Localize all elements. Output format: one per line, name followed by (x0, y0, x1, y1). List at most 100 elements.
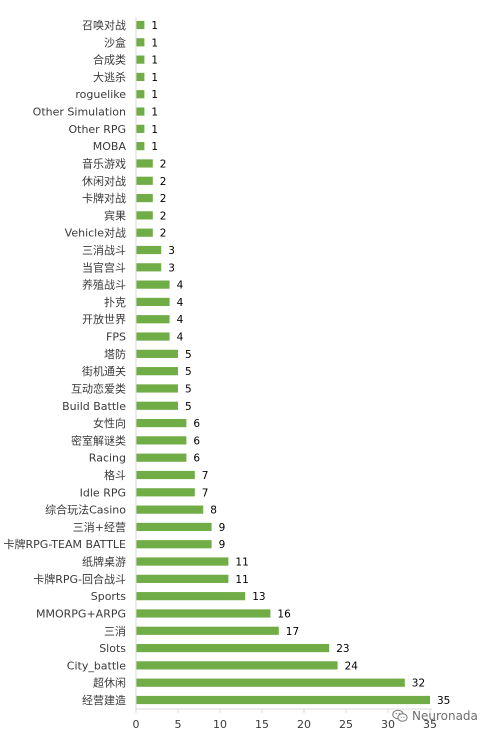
category-label: 卡牌RPG-TEAM BATTLE (4, 537, 127, 551)
category-label: 综合玩法Casino (45, 503, 126, 517)
category-label: City_battle (67, 659, 126, 672)
category-label: 互动恋爱类 (71, 381, 126, 395)
value-label: 7 (202, 470, 209, 482)
x-tick-label: 5 (175, 718, 182, 731)
category-label: 休闲对战 (82, 174, 126, 188)
bar (136, 38, 145, 47)
bar (136, 592, 246, 601)
bar (136, 263, 162, 272)
bar (136, 90, 145, 99)
bar (136, 280, 170, 289)
value-label: 1 (151, 107, 158, 119)
bar (136, 557, 229, 566)
value-label: 5 (185, 383, 192, 395)
value-label: 6 (193, 418, 200, 430)
category-label: 三消战斗 (82, 243, 126, 257)
value-label: 1 (151, 37, 158, 49)
category-label: 音乐游戏 (82, 156, 126, 170)
watermark: Neuronada (392, 709, 478, 723)
value-label: 35 (437, 695, 450, 707)
category-label: 开放世界 (82, 312, 126, 326)
category-label: Other RPG (68, 123, 126, 136)
bar (136, 55, 145, 64)
bar (136, 384, 178, 393)
category-label: Slots (99, 642, 126, 655)
category-label: 三消 (104, 624, 126, 638)
category-label: 合成类 (93, 53, 126, 67)
bar (136, 661, 338, 670)
category-label: Vehicle对战 (65, 226, 126, 240)
value-label: 8 (210, 505, 217, 517)
value-label: 1 (151, 141, 158, 153)
value-label: 7 (202, 487, 209, 499)
category-label: Other Simulation (33, 106, 126, 119)
value-label: 1 (151, 55, 158, 67)
category-label: 当官宫斗 (82, 260, 126, 274)
bar (136, 107, 145, 116)
bar (136, 418, 187, 428)
value-label: 2 (160, 210, 167, 222)
value-label: 2 (160, 176, 167, 188)
value-label: 1 (151, 124, 158, 136)
value-label: 1 (151, 89, 158, 101)
value-label: 6 (193, 453, 200, 465)
value-label: 1 (151, 20, 158, 32)
bar (136, 540, 212, 549)
category-label: 大逃杀 (93, 70, 126, 84)
category-label: MMORPG+ARPG (36, 607, 126, 620)
category-label: 沙盒 (104, 35, 126, 49)
x-axis: 0 5 10 15 20 25 30 35 (133, 17, 437, 731)
value-label: 4 (177, 332, 184, 344)
value-label: 3 (168, 262, 175, 274)
bar (136, 436, 187, 445)
bar (136, 159, 153, 168)
category-label: 街机通关 (82, 364, 126, 378)
value-label: 13 (252, 591, 265, 603)
category-label: 纸牌桌游 (82, 555, 126, 569)
bar (136, 522, 212, 532)
x-tick-label: 25 (339, 718, 353, 731)
bars (136, 20, 430, 705)
bar (136, 211, 153, 220)
bar (136, 470, 195, 480)
value-label: 9 (219, 522, 226, 534)
bar (136, 176, 153, 185)
value-label: 11 (235, 574, 248, 586)
value-label: 2 (160, 193, 167, 205)
category-label: MOBA (93, 140, 127, 153)
value-label: 1 (151, 72, 158, 84)
category-label: 卡牌RPG-回合战斗 (33, 572, 126, 586)
value-label: 32 (412, 678, 425, 690)
bar (136, 142, 145, 151)
x-tick-label: 35 (423, 718, 437, 731)
bar (136, 574, 229, 583)
bar (136, 488, 195, 497)
bar (136, 349, 178, 358)
bar (136, 643, 330, 653)
x-tick-label: 30 (381, 718, 395, 731)
value-label: 23 (336, 643, 349, 655)
category-label: 卡牌对战 (82, 191, 126, 205)
category-label: roguelike (75, 88, 126, 101)
value-label: 4 (177, 297, 184, 309)
bar (136, 124, 145, 133)
bar (136, 193, 153, 203)
bar (136, 297, 170, 307)
x-tick-label: 0 (133, 718, 140, 731)
value-label: 16 (277, 608, 291, 620)
category-label: 女性向 (93, 416, 126, 430)
value-label: 17 (286, 626, 299, 638)
value-label: 4 (177, 314, 184, 326)
category-label: Idle RPG (80, 486, 126, 499)
bar (136, 332, 170, 341)
bar (136, 453, 187, 462)
category-label: 经营建造 (82, 693, 126, 707)
category-label: Racing (89, 452, 126, 465)
x-tick-label: 15 (255, 718, 269, 731)
value-label: 5 (185, 349, 192, 361)
value-label: 11 (235, 557, 248, 569)
bar (136, 678, 405, 687)
value-label: 5 (185, 401, 192, 413)
category-label: 扑克 (104, 295, 126, 309)
